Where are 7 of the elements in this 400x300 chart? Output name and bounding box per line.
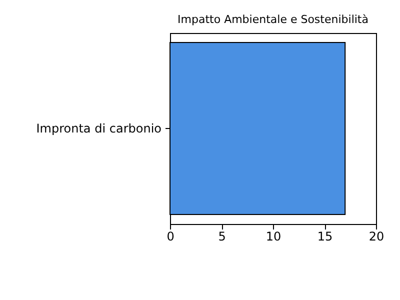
x-tick-label: 10 [266,230,282,244]
chart-title: Impatto Ambientale e Sostenibilità [178,13,368,26]
x-tick-label: 0 [166,230,174,244]
x-tick-label: 5 [218,230,226,244]
x-tick-label: 15 [317,230,333,244]
y-tick-label: Impronta di carbonio [36,122,162,136]
x-tick-label: 20 [368,230,384,244]
